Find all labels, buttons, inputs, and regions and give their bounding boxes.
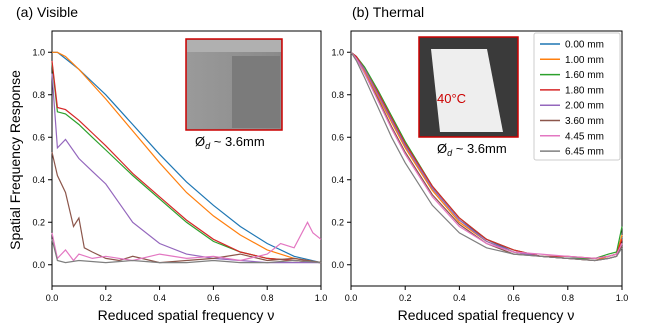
legend-label-3: 1.80 mm (565, 85, 604, 96)
thermal-ytick-label-2: 0.4 (331, 175, 344, 185)
visible-ytick-label-2: 0.4 (32, 175, 45, 185)
legend: 0.00 mm 1.00 mm 1.60 mm 1.80 mm 2.00 mm 3.60 … (533, 32, 621, 161)
legend-label-5: 3.60 mm (565, 116, 604, 127)
panel-thermal-inset: 40°C Ød ~ 3.6mm (418, 36, 519, 158)
visible-series-line-445 (51, 220, 322, 262)
panel-thermal-title: (b) Thermal (352, 4, 424, 20)
visible-series-line-360 (51, 151, 322, 264)
thermal-ytick-label-1: 0.2 (331, 217, 344, 227)
panel-thermal-xlabel: Reduced spatial frequency ν (398, 307, 575, 323)
thermal-series-line-100 (350, 51, 623, 262)
visible-inset-label: Ød ~ 3.6mm (195, 134, 265, 151)
shared-y-axis-label: Spatial Frequency Response (7, 70, 23, 250)
legend-label-1: 1.00 mm (565, 55, 604, 66)
visible-xtick-label-5: 1.0 (315, 293, 328, 303)
visible-xtick-label-1: 0.2 (100, 293, 113, 303)
thermal-xtick-label-4: 0.8 (562, 293, 575, 303)
visible-series-line-645 (51, 239, 322, 264)
panel-visible-axes-frame (51, 30, 322, 287)
thermal-ytick-label-0: 0.0 (331, 260, 344, 270)
panel-visible-inset: Ød ~ 3.6mm (185, 38, 283, 151)
thermal-xtick-label-1: 0.2 (399, 293, 412, 303)
visible-xtick-label-3: 0.6 (207, 293, 220, 303)
visible-series-line-100 (52, 51, 322, 264)
visible-inset-top-band (187, 40, 281, 52)
visible-inset-sample-region (232, 56, 280, 128)
visible-xtick-label-0: 0.0 (46, 293, 59, 303)
thermal-inset-temperature: 40°C (437, 91, 466, 106)
thermal-ytick-label-4: 0.8 (331, 90, 344, 100)
thermal-xtick-label-2: 0.4 (453, 293, 466, 303)
legend-label-6: 4.45 mm (565, 131, 604, 142)
thermal-inset-label: Ød ~ 3.6mm (437, 141, 507, 158)
panel-visible-ticks: 0.0 0.2 0.4 0.6 0.8 1.0 0.0 0.2 0.4 0.6 0.8 1.0 (32, 47, 327, 303)
legend-label-7: 6.45 mm (565, 147, 604, 158)
panel-visible-title: (a) Visible (16, 4, 78, 20)
thermal-inset-hot-region (431, 49, 503, 132)
thermal-xtick-label-5: 1.0 (616, 293, 629, 303)
thermal-xtick-label-0: 0.0 (345, 293, 358, 303)
visible-ytick-label-3: 0.6 (32, 132, 45, 142)
panel-thermal-series-lines (350, 51, 623, 262)
panel-visible: (a) Visible 0.0 0.2 0.4 0.6 0.8 1.00.00.20.40… (16, 4, 327, 323)
legend-items: 0.00 mm 1.00 mm 1.60 mm 1.80 mm 2.00 mm 3.60 … (540, 40, 604, 158)
visible-series-line-000 (52, 51, 322, 264)
panel-visible-series-lines (51, 51, 322, 264)
thermal-xtick-label-3: 0.6 (507, 293, 520, 303)
panel-thermal-axes-frame (350, 30, 623, 287)
thermal-ytick-label-5: 1.0 (331, 47, 344, 57)
visible-ytick-label-1: 0.2 (32, 217, 45, 227)
visible-ytick-label-5: 1.0 (32, 47, 45, 57)
panel-thermal-ticks: 0.0 0.2 0.4 0.6 0.8 1.0 0.0 0.2 0.4 0.6 0.8 1.0 (331, 47, 628, 303)
thermal-series-line-445 (350, 51, 623, 260)
panel-visible-xlabel: Reduced spatial frequency ν (98, 307, 275, 323)
visible-ytick-label-4: 0.8 (32, 90, 45, 100)
visible-xtick-label-2: 0.4 (153, 293, 166, 303)
visible-ytick-label-0: 0.0 (32, 260, 45, 270)
legend-box (533, 32, 621, 161)
visible-xtick-label-4: 0.8 (261, 293, 274, 303)
legend-label-2: 1.60 mm (565, 70, 604, 81)
thermal-ytick-label-3: 0.6 (331, 132, 344, 142)
legend-label-0: 0.00 mm (565, 40, 604, 51)
thermal-series-line-645 (350, 51, 623, 262)
legend-label-4: 2.00 mm (565, 101, 604, 112)
panel-thermal: (b) Thermal 0.0 0.2 0.4 0.6 0.8 1.00.00.20.40… (331, 4, 628, 323)
visible-series-line-180 (51, 60, 322, 264)
